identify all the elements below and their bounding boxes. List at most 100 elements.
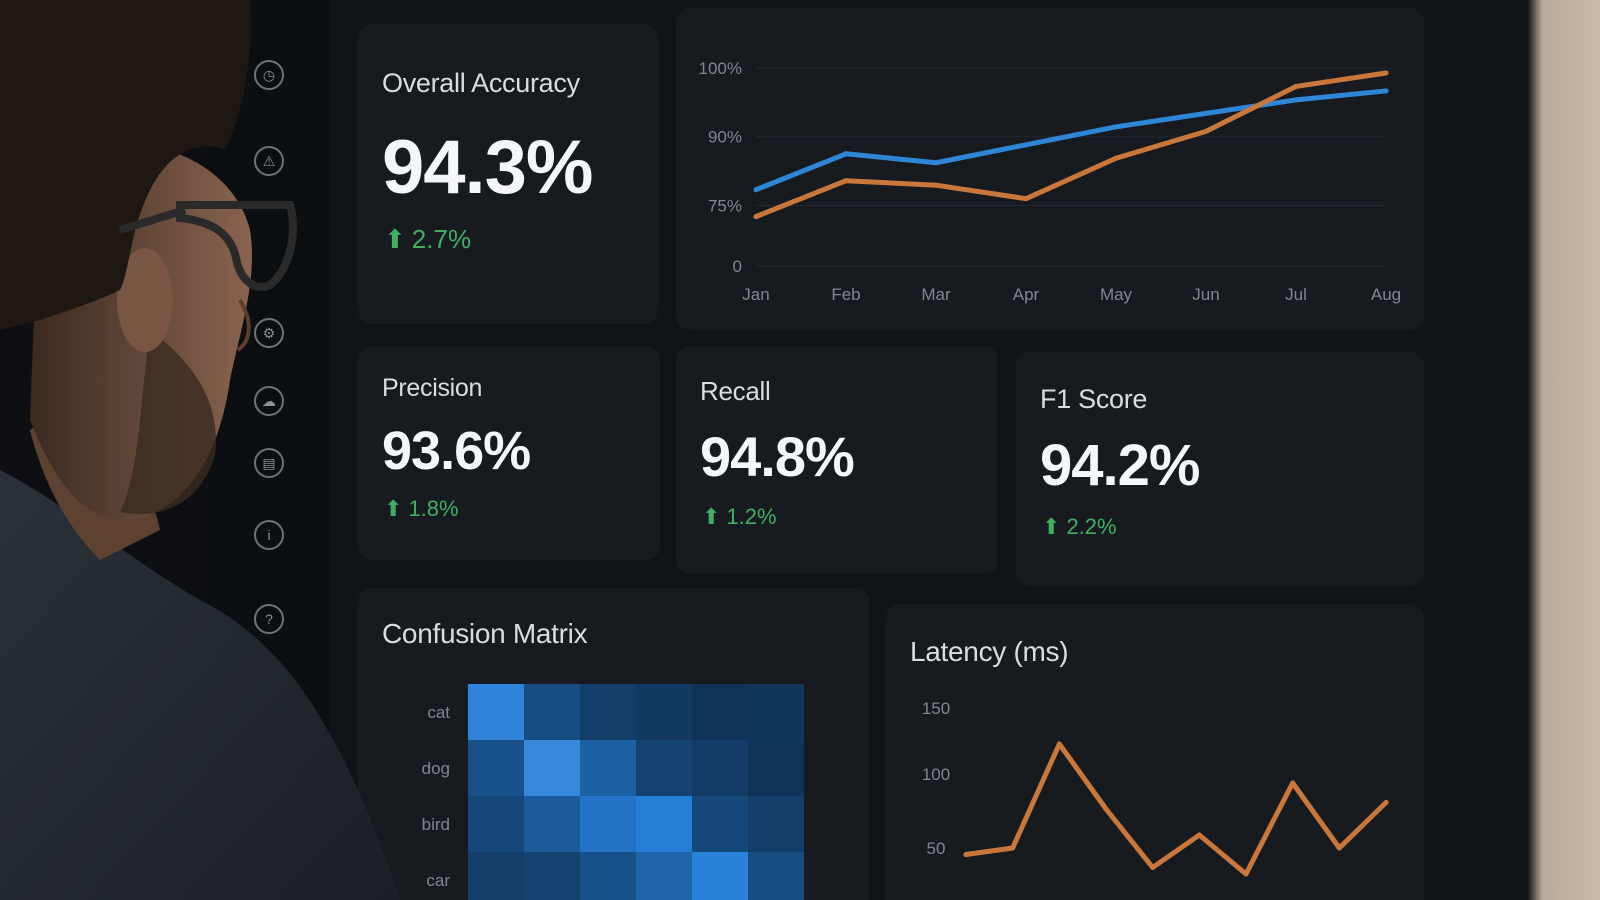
- matrix-cell: [580, 852, 636, 900]
- confusion-matrix-title: Confusion Matrix: [382, 618, 588, 649]
- latency-point: [963, 852, 969, 857]
- latency-point: [1103, 806, 1109, 812]
- latency-series-line: [963, 741, 1389, 877]
- arrow-up-icon: ⬆: [384, 496, 403, 521]
- trend-x-tick: Jan: [742, 285, 769, 304]
- precision-card[interactable]: Precision 93.6% ⬆ 1.8%: [358, 346, 660, 560]
- latency-point: [1150, 865, 1156, 870]
- accuracy-trend-chart[interactable]: 0 75% 90% 100% Jan Feb Mar Apr May Jun Jul Aug: [676, 8, 1424, 330]
- accuracy-value: 94.3%: [382, 125, 593, 210]
- trend-point: [1113, 155, 1119, 161]
- trend-x-tick: May: [1100, 285, 1133, 304]
- precision-value: 93.6%: [382, 421, 531, 481]
- matrix-row-label: cat: [427, 703, 450, 722]
- trend-point: [843, 151, 849, 157]
- dashboard-icon[interactable]: ◷: [254, 60, 284, 90]
- trend-point: [1023, 196, 1029, 202]
- trend-x-tick: Feb: [831, 285, 860, 304]
- cloud-icon[interactable]: ☁: [254, 386, 284, 416]
- recall-delta-value: 1.2%: [726, 504, 777, 529]
- trend-point: [1203, 110, 1209, 116]
- arrow-up-icon: ⬆: [702, 504, 721, 529]
- matrix-cell: [748, 796, 804, 852]
- recall-title: Recall: [700, 376, 771, 406]
- trend-x-tick: Apr: [1013, 285, 1040, 304]
- f1-score-card[interactable]: F1 Score 94.2% ⬆ 2.2%: [1016, 352, 1424, 586]
- trend-y-tick: 90%: [708, 128, 742, 147]
- matrix-cell: [692, 852, 748, 900]
- trend-point: [1023, 142, 1029, 148]
- trend-point: [1203, 128, 1209, 134]
- alert-icon[interactable]: ⚠: [254, 146, 284, 176]
- trend-point: [1383, 88, 1389, 94]
- trend-chart-svg: 0 75% 90% 100% Jan Feb Mar Apr May Jun Jul Aug: [699, 59, 1402, 304]
- recall-delta: ⬆ 1.2%: [702, 504, 777, 530]
- recall-card[interactable]: Recall 94.8% ⬆ 1.2%: [676, 346, 998, 574]
- matrix-cell: [580, 684, 636, 740]
- help-icon[interactable]: ?: [254, 604, 284, 634]
- info-icon[interactable]: i: [254, 520, 284, 550]
- matrix-row-label: dog: [422, 759, 450, 778]
- trend-point: [933, 182, 939, 188]
- matrix-cell: [748, 684, 804, 740]
- trend-y-tick: 100%: [699, 59, 742, 78]
- latency-point: [1196, 832, 1202, 838]
- f1-score-value: 94.2%: [1040, 433, 1200, 498]
- matrix-cell: [468, 852, 524, 900]
- database-icon[interactable]: ▤: [254, 448, 284, 478]
- latency-y-tick: 50: [927, 839, 946, 858]
- trend-point: [753, 214, 759, 220]
- confusion-matrix-svg: cat dog bird car: [422, 684, 804, 900]
- matrix-cell: [636, 852, 692, 900]
- latency-y-tick: 150: [922, 699, 950, 718]
- confusion-matrix-card[interactable]: Confusion Matrix cat dog bird car: [358, 588, 870, 900]
- latency-title: Latency (ms): [910, 636, 1069, 667]
- trend-point: [1293, 97, 1299, 103]
- latency-chart-svg: 150 100 50: [922, 699, 1389, 877]
- latency-point: [1383, 800, 1389, 805]
- precision-delta-value: 1.8%: [408, 496, 459, 521]
- precision-delta: ⬆ 1.8%: [384, 496, 459, 522]
- trend-x-tick: Jun: [1192, 285, 1219, 304]
- matrix-row-label: car: [426, 871, 450, 890]
- matrix-cell: [468, 796, 524, 852]
- recall-value: 94.8%: [700, 425, 855, 488]
- trend-y-tick: 75%: [708, 196, 742, 215]
- arrow-up-icon: ⬆: [384, 224, 406, 254]
- latency-y-tick: 100: [922, 765, 950, 784]
- trend-point: [1113, 124, 1119, 130]
- matrix-cell: [636, 740, 692, 796]
- background-wall: [1528, 0, 1600, 900]
- latency-point: [1290, 780, 1296, 786]
- matrix-cell: [748, 740, 804, 796]
- matrix-cell: [524, 796, 580, 852]
- trend-point: [753, 187, 759, 193]
- matrix-cell: [692, 684, 748, 740]
- matrix-cell: [468, 740, 524, 796]
- accuracy-delta: ⬆ 2.7%: [384, 224, 471, 255]
- matrix-cell: [524, 740, 580, 796]
- trend-x-tick: Aug: [1371, 285, 1401, 304]
- trend-point: [933, 160, 939, 166]
- latency-card[interactable]: Latency (ms) 150 100 50: [886, 604, 1424, 900]
- latency-point: [1243, 871, 1249, 877]
- matrix-row-label: bird: [422, 815, 450, 834]
- matrix-cell: [524, 684, 580, 740]
- trend-x-tick: Jul: [1285, 285, 1307, 304]
- accuracy-card[interactable]: Overall Accuracy 94.3% ⬆ 2.7%: [358, 24, 658, 324]
- arrow-up-icon: ⬆: [1042, 514, 1061, 539]
- trend-series-line: [753, 88, 1389, 193]
- sidebar: ◷ ⚠ ⚙ ☁ ▤ i ?: [210, 0, 330, 900]
- matrix-cell: [524, 852, 580, 900]
- trend-series-line: [753, 70, 1389, 220]
- matrix-cell: [748, 852, 804, 900]
- matrix-cell: [636, 796, 692, 852]
- matrix-cell: [468, 684, 524, 740]
- matrix-cell: [692, 796, 748, 852]
- trend-y-tick: 0: [733, 257, 742, 276]
- latency-point: [1056, 741, 1062, 747]
- settings-icon[interactable]: ⚙: [254, 318, 284, 348]
- matrix-cell: [580, 796, 636, 852]
- latency-point: [1010, 845, 1016, 851]
- accuracy-delta-value: 2.7%: [411, 224, 472, 254]
